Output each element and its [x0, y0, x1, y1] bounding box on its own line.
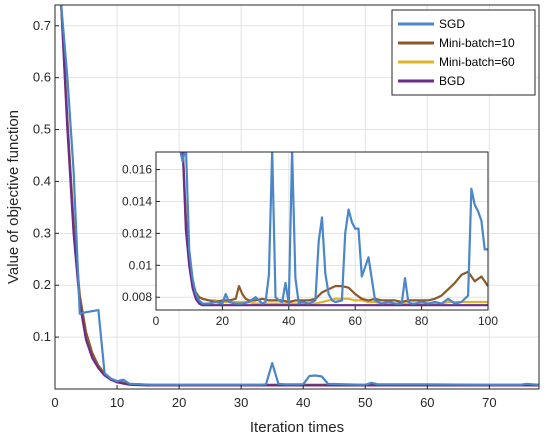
- main-x-tick-label-0: 0: [51, 395, 58, 410]
- x-axis-label: Iteration times: [250, 419, 344, 436]
- inset-x-tick-label-5: 100: [478, 314, 498, 328]
- inset-series-mini-batch-10: [181, 152, 488, 304]
- main-plot-frame: [54, 4, 540, 390]
- main-x-tick-label-1: 10: [110, 395, 124, 410]
- legend-item-mini-batch-10: Mini-batch=10: [398, 36, 515, 50]
- main-y-tick-label-4: 0.5: [33, 122, 51, 137]
- y-axis-label: Value of objective function: [5, 110, 22, 284]
- legend-item-sgd: SGD: [398, 17, 465, 31]
- main-x-tick-label-2: 20: [172, 395, 186, 410]
- inset-y-tick-label-4: 0.016: [122, 163, 152, 177]
- main-x-tick-label-5: 50: [358, 395, 372, 410]
- inset-y-tick-label-2: 0.012: [122, 226, 152, 240]
- legend-label-bgd: BGD: [439, 74, 465, 88]
- legend-label-mini-batch-10: Mini-batch=10: [439, 36, 515, 50]
- main-ticks: 0 10 20 30 40 50 60 70 0.1 0.2 0.3 0.4 0.5 0.6 0.7: [33, 18, 497, 410]
- legend: SGD Mini-batch=10 Mini-batch=60 BGD: [391, 9, 536, 96]
- inset-series-group: [179, 152, 488, 307]
- main-y-tick-label-2: 0.3: [33, 225, 51, 240]
- main-x-tick-label-3: 30: [234, 395, 248, 410]
- main-x-tick-label-7: 70: [482, 395, 496, 410]
- inset-y-tick-label-0: 0.008: [122, 290, 152, 304]
- inset-x-tick-label-1: 20: [216, 314, 230, 328]
- inset-series-sgd: [179, 152, 488, 305]
- main-y-tick-label-0: 0.1: [33, 329, 51, 344]
- main-y-tick-label-1: 0.2: [33, 277, 51, 292]
- main-y-tick-label-3: 0.4: [33, 173, 51, 188]
- inset-x-tick-label-4: 80: [415, 314, 429, 328]
- main-series-group: [60, 5, 539, 387]
- main-x-tick-label-6: 60: [420, 395, 434, 410]
- inset-x-tick-label-2: 40: [282, 314, 296, 328]
- inset-y-tick-label-3: 0.014: [122, 194, 152, 208]
- inset-plot-frame: [155, 151, 489, 311]
- legend-item-bgd: BGD: [398, 74, 465, 88]
- main-series-sgd: [60, 5, 539, 386]
- main-x-tick-label-4: 40: [296, 395, 310, 410]
- legend-label-sgd: SGD: [439, 17, 465, 31]
- legend-item-mini-batch-60: Mini-batch=60: [398, 55, 515, 69]
- legend-label-mini-batch-60: Mini-batch=60: [439, 55, 515, 69]
- main-y-tick-label-5: 0.6: [33, 70, 51, 85]
- inset-series-bgd: [181, 152, 488, 307]
- inset-ticks: 0 20 40 60 80 100 0.008 0.01 0.012 0.014 0.016: [122, 163, 498, 328]
- main-y-tick-label-6: 0.7: [33, 18, 51, 33]
- inset-x-tick-label-0: 0: [153, 314, 160, 328]
- inset-x-tick-label-3: 60: [349, 314, 363, 328]
- inset-y-tick-label-1: 0.01: [129, 258, 153, 272]
